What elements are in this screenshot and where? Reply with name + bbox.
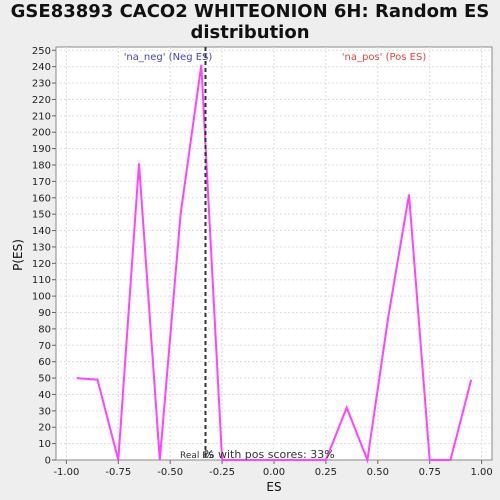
y-tick-label: 90 [38, 308, 51, 319]
y-tick-label: 240 [32, 62, 51, 73]
y-tick-label: 30 [38, 406, 51, 417]
y-tick-label: 120 [32, 259, 51, 270]
pos-scores-label: % with pos scores: 33% [204, 448, 335, 461]
y-axis-ticks: 0 10 20 30 40 50 60 70 80 90 100 110 120 130 140 150 160… [32, 46, 56, 467]
x-tick-label: 0.50 [367, 467, 389, 478]
pos-es-label: 'na_pos' (Pos ES) [342, 52, 427, 63]
y-tick-label: 220 [32, 95, 51, 106]
x-tick-label: 0.75 [419, 467, 441, 478]
y-tick-label: 230 [32, 79, 51, 90]
x-tick-label: -0.50 [157, 467, 183, 478]
y-tick-label: 10 [38, 439, 51, 450]
y-tick-label: 160 [32, 193, 51, 204]
y-tick-label: 250 [32, 46, 51, 57]
y-tick-label: 200 [32, 128, 51, 139]
x-tick-label: -0.25 [209, 467, 235, 478]
y-tick-label: 40 [38, 390, 51, 401]
y-axis-label: P(ES) [11, 239, 25, 271]
y-tick-label: 110 [32, 275, 51, 286]
chart-title-line-1: GSE83893 CACO2 WHITEONION 6H: Random ES [10, 1, 490, 22]
y-tick-label: 60 [38, 357, 51, 368]
x-tick-label: 0.25 [315, 467, 337, 478]
series-group [76, 64, 473, 464]
y-tick-label: 180 [32, 161, 51, 172]
real-es-label: Real ES [180, 451, 214, 461]
neg-es-label: 'na_neg' (Neg ES) [124, 52, 213, 63]
y-tick-label: 20 [38, 423, 51, 434]
x-tick-label: -1.00 [53, 467, 79, 478]
y-tick-label: 100 [32, 292, 51, 303]
y-tick-label: 50 [38, 374, 51, 385]
x-tick-label: -0.75 [105, 467, 131, 478]
x-axis-label: ES [266, 480, 281, 494]
y-tick-label: 170 [32, 177, 51, 188]
es-distribution-line [76, 64, 473, 464]
x-tick-label: 0.00 [263, 467, 285, 478]
y-tick-label: 80 [38, 324, 51, 335]
y-tick-label: 70 [38, 341, 51, 352]
x-tick-label: 1.00 [470, 467, 492, 478]
y-tick-label: 190 [32, 144, 51, 155]
y-tick-label: 0 [45, 456, 51, 467]
chart-title: GSE83893 CACO2 WHITEONION 6H: Random ES … [0, 1, 500, 43]
x-axis-ticks: -1.00 -0.75 -0.50 -0.25 0.00 0.25 0.50 0.75 1.00 [53, 460, 493, 478]
y-tick-label: 130 [32, 242, 51, 253]
chart-title-line-2: distribution [190, 22, 310, 43]
y-tick-label: 210 [32, 111, 51, 122]
y-tick-label: 150 [32, 210, 51, 221]
y-tick-label: 140 [32, 226, 51, 237]
